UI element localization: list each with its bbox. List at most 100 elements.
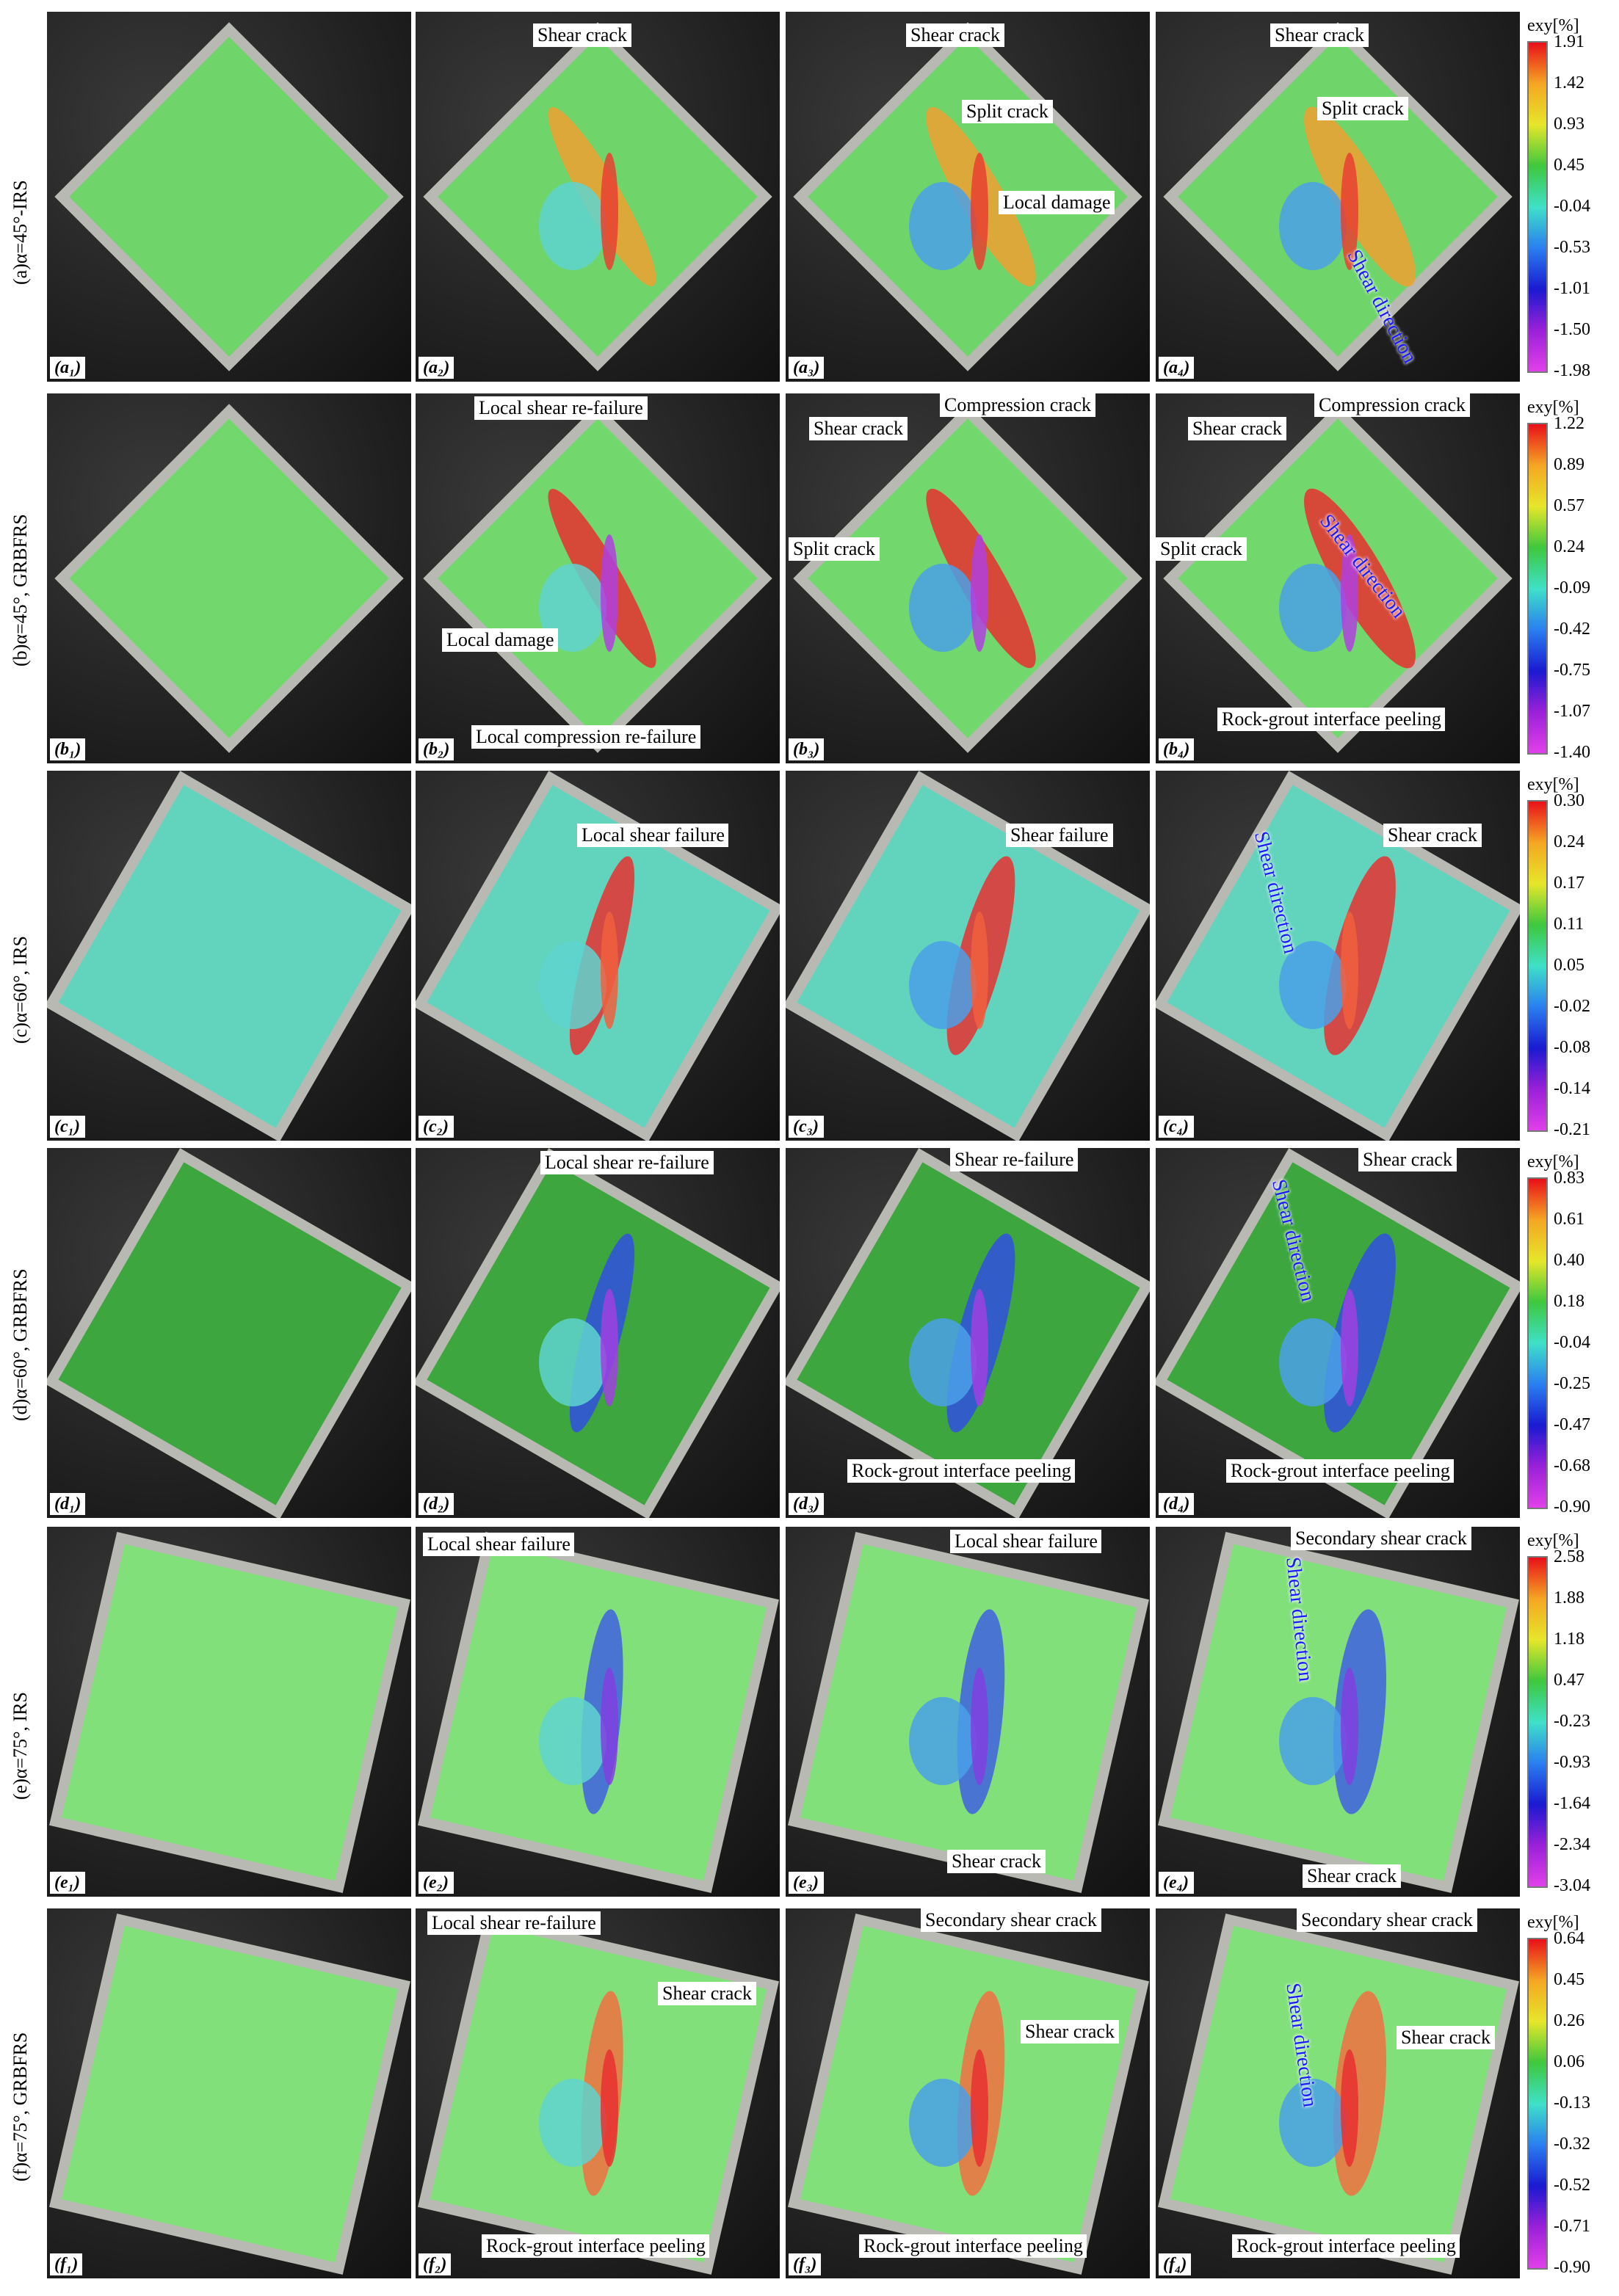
specimen [54, 404, 404, 753]
strain-zone [1341, 1289, 1358, 1406]
colorbar-tick: -0.71 [1554, 2215, 1590, 2236]
strain-zone [1341, 534, 1358, 652]
strain-zone [971, 1668, 988, 1785]
annotation: Shear crack [809, 417, 908, 440]
row-label: (b)α=45°, GRBFRS [9, 514, 31, 666]
annotation: Local compression re-failure [471, 725, 701, 749]
panel-label: (b₂) [419, 738, 454, 760]
colorbar-tick: 0.64 [1554, 1928, 1584, 1948]
strain-zone [971, 534, 988, 652]
colorbar-tick: 0.45 [1554, 154, 1584, 175]
panel-label: (f₂) [419, 2253, 452, 2275]
colorbar-tick: -0.68 [1554, 1455, 1590, 1475]
colorbar-tick: 1.42 [1554, 72, 1584, 92]
strain-zone [971, 912, 988, 1029]
colorbar-tick: 0.24 [1554, 536, 1584, 556]
colorbar-tick: -3.04 [1554, 1875, 1590, 1895]
colorbar-tick: 0.06 [1554, 2051, 1584, 2071]
panel-label: (d₁) [50, 1493, 86, 1515]
strain-zone [909, 564, 977, 652]
panel-label: (f₄) [1159, 2253, 1192, 2275]
strain-zone [971, 153, 988, 270]
strain-zone [1279, 2079, 1347, 2167]
colorbar-tick: -1.01 [1554, 277, 1590, 298]
strain-zone [601, 1668, 618, 1785]
specimen-image: (a₁) [47, 12, 411, 382]
specimen-image: (b₄) Shear crack Compression crack Split cr… [1156, 393, 1520, 763]
panel-label: (e₂) [419, 1872, 454, 1894]
panel-label: (c₃) [789, 1116, 824, 1138]
strain-zone [601, 534, 618, 652]
colorbar-tick: -0.02 [1554, 995, 1590, 1016]
row-label: (d)α=60°, GRBFRS [9, 1268, 31, 1421]
strain-zone [971, 2049, 988, 2167]
annotation: Shear crack [1358, 1148, 1457, 1171]
annotation: Shear crack [1188, 417, 1286, 440]
colorbar-title: exy[%] [1527, 15, 1579, 35]
strain-zone [539, 1318, 606, 1406]
colorbar-tick: -1.07 [1554, 700, 1590, 721]
specimen [48, 1531, 410, 1892]
annotation: Local shear failure [950, 1530, 1102, 1553]
panel-label: (b₁) [50, 738, 86, 760]
panel-label: (d₂) [419, 1493, 454, 1515]
specimen [48, 1913, 410, 2274]
row-label: (e)α=75°, IRS [9, 1692, 31, 1800]
colorbar-tick: 0.57 [1554, 495, 1584, 515]
specimen-image: (f₄) Secondary shear crack Shear crack Shea… [1156, 1908, 1520, 2278]
annotation: Rock-grout interface peeling [1226, 1459, 1455, 1483]
strain-zone [1341, 153, 1358, 270]
specimen-image: (a₃) Shear crack Split crack Local damage [786, 12, 1150, 382]
specimen-image: (c₄) Shear direction Shear crack [1156, 771, 1520, 1141]
colorbar-tick: -0.21 [1554, 1119, 1590, 1139]
annotation: Shear crack [1383, 824, 1482, 847]
panel-label: (c₂) [419, 1116, 454, 1138]
colorbar-tick: -0.32 [1554, 2133, 1590, 2154]
specimen-image: (d₄) Shear crack Shear direction Rock-grout… [1156, 1148, 1520, 1518]
strain-zone [601, 2049, 618, 2167]
specimen-image: (c₃) Shear failure [786, 771, 1150, 1141]
colorbar-tick: -0.08 [1554, 1036, 1590, 1057]
annotation: Shear crack [1397, 2026, 1495, 2049]
colorbar-tick: -0.09 [1554, 577, 1590, 597]
annotation: Shear crack [658, 1982, 756, 2005]
specimen-image: (d₂) Local shear re-failure [416, 1148, 780, 1518]
colorbar-tick: 1.18 [1554, 1628, 1584, 1649]
annotation: Local shear failure [577, 824, 729, 847]
annotation: Shear crack [1021, 2020, 1119, 2043]
colorbar [1527, 1177, 1548, 1509]
specimen-image: (c₂) Local shear failure [416, 771, 780, 1141]
specimen-image: (b₁) [47, 393, 411, 763]
colorbar-tick: 0.30 [1554, 790, 1584, 810]
annotation: Split crack [962, 100, 1053, 123]
annotation: Shear re-failure [950, 1148, 1079, 1171]
colorbar-tick: -0.23 [1554, 1710, 1590, 1731]
annotation: Rock-grout interface peeling [847, 1459, 1076, 1483]
panel-label: (d₃) [789, 1493, 825, 1515]
colorbar-tick: 0.17 [1554, 872, 1584, 893]
colorbar-title: exy[%] [1527, 774, 1579, 794]
specimen [54, 22, 404, 371]
annotation: Shear crack [533, 23, 631, 47]
specimen [47, 771, 411, 1141]
strain-zone [601, 1289, 618, 1406]
annotation: Local shear re-failure [474, 396, 648, 420]
specimen-image: (e₃) Local shear failure Shear crack [786, 1527, 1150, 1897]
specimen-image: (b₃) Shear crack Compression crack Split cr… [786, 393, 1150, 763]
panel-label: (b₄) [1159, 738, 1195, 760]
colorbar-tick: -1.40 [1554, 741, 1590, 762]
strain-zone [601, 153, 618, 270]
annotation: Compression crack [940, 393, 1096, 417]
colorbar-tick: -0.90 [1554, 2256, 1590, 2277]
annotation: Secondary shear crack [1297, 1908, 1477, 1932]
specimen-image: (e₄) Secondary shear crack Shear direction… [1156, 1527, 1520, 1897]
specimen-image: (a₄) Shear crack Split crack Shear directio… [1156, 12, 1520, 382]
specimen-image: (a₂) Shear crack [416, 12, 780, 382]
strain-zone [909, 941, 977, 1029]
specimen-image: (d₃) Shear re-failure Rock-grout interface… [786, 1148, 1150, 1518]
row-label: (c)α=60°, IRS [9, 936, 31, 1044]
colorbar-tick: 0.18 [1554, 1290, 1584, 1311]
annotation: Shear crack [1303, 1864, 1401, 1888]
strain-zone [1341, 2049, 1358, 2167]
